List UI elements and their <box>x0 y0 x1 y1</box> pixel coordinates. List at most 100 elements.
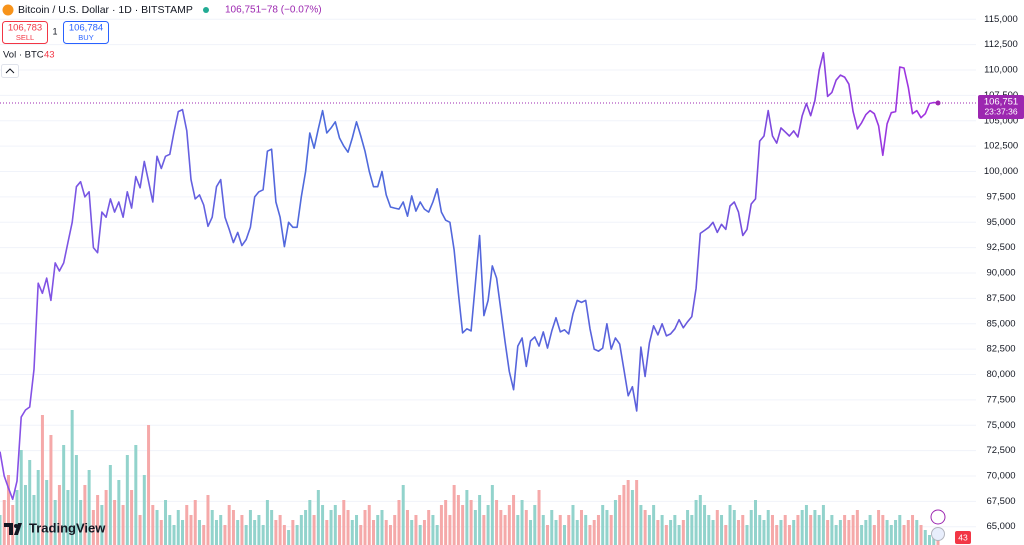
volume-bar <box>579 510 583 545</box>
volume-bar <box>142 475 146 545</box>
flag-icon[interactable] <box>931 527 945 541</box>
volume-bar <box>864 520 868 545</box>
volume-bar <box>96 495 100 545</box>
volume-bar <box>91 510 95 545</box>
y-tick-label: 97,500 <box>986 191 1015 202</box>
volume-bar <box>562 525 566 545</box>
volume-bar <box>53 500 57 545</box>
volume-bar <box>287 530 291 545</box>
sell-button[interactable] <box>2 21 48 44</box>
volume-bar <box>49 435 53 545</box>
volume-bar <box>338 515 342 545</box>
y-tick-label: 102,500 <box>984 141 1018 152</box>
alert-icon[interactable] <box>930 509 946 525</box>
volume-bar <box>168 515 172 545</box>
volume-bar <box>231 510 235 545</box>
volume-bar <box>703 505 707 545</box>
volume-bar <box>813 510 817 545</box>
volume-bar <box>758 515 762 545</box>
volume-bar <box>299 515 303 545</box>
volume-bar <box>592 520 596 545</box>
volume-bar <box>236 520 240 545</box>
volume-bar <box>45 480 49 545</box>
volume-bar <box>838 520 842 545</box>
buy-button[interactable] <box>63 21 109 44</box>
volume-bar <box>316 490 320 545</box>
volume-bar <box>193 500 197 545</box>
volume-bar <box>503 515 507 545</box>
volume-bar <box>596 515 600 545</box>
volume-bar <box>240 515 244 545</box>
logo-dot <box>14 524 18 528</box>
volume-bar <box>686 510 690 545</box>
spread: 1 <box>52 26 57 36</box>
y-tick-label: 70,000 <box>986 471 1015 482</box>
y-tick-label: 67,500 <box>986 496 1015 507</box>
volume-bar <box>40 415 44 545</box>
volume-bar <box>461 505 465 545</box>
volume-bar <box>694 500 698 545</box>
price-badge-countdown: 23:37:36 <box>984 106 1017 116</box>
y-tick-label: 115,000 <box>984 14 1018 25</box>
volume-bar <box>465 490 469 545</box>
volume-bar <box>533 505 537 545</box>
volume-bar <box>439 505 443 545</box>
volume-bar <box>372 520 376 545</box>
volume-bar <box>766 510 770 545</box>
volume-bar <box>0 515 2 545</box>
volume-bar <box>656 520 660 545</box>
volume-bar <box>405 510 409 545</box>
collapse-button[interactable] <box>1 64 19 78</box>
volume-bar <box>333 505 337 545</box>
buy-price: 106,784 <box>69 23 103 34</box>
volume-bar <box>601 505 605 545</box>
volume-bar <box>635 480 639 545</box>
volume-bar <box>74 455 78 545</box>
volume-bar <box>138 515 142 545</box>
y-tick-label: 105,000 <box>984 115 1018 126</box>
volume-bar <box>342 500 346 545</box>
volume-bar <box>830 515 834 545</box>
price-line <box>0 52 939 501</box>
volume-bar <box>350 520 354 545</box>
volume-bar <box>219 515 223 545</box>
y-tick-label: 95,000 <box>986 217 1015 228</box>
volume-bar <box>677 525 681 545</box>
volume-bar <box>189 515 193 545</box>
volume-bar <box>669 520 673 545</box>
volume-bar <box>210 510 214 545</box>
volume-bar <box>270 510 274 545</box>
volume-bar <box>516 515 520 545</box>
status-dot <box>203 7 209 13</box>
volume-bar <box>898 515 902 545</box>
volume-bar <box>248 510 252 545</box>
volume-bar <box>915 520 919 545</box>
volume-bar <box>121 505 125 545</box>
btc-icon <box>2 4 14 16</box>
last-point <box>935 100 941 106</box>
y-tick-label: 80,000 <box>986 369 1015 380</box>
volume-bar <box>804 505 808 545</box>
volume-bar <box>690 515 694 545</box>
symbol[interactable]: Bitcoin / U.S. Dollar · 1D · BITSTAMP <box>18 4 193 16</box>
volume-bar <box>809 515 813 545</box>
volume-bar <box>206 495 210 545</box>
volume-bar <box>304 510 308 545</box>
volume-bar <box>147 425 151 545</box>
volume-bar <box>894 520 898 545</box>
volume-bar <box>800 510 804 545</box>
volume-bar <box>902 525 906 545</box>
volume-bar <box>855 510 859 545</box>
volume-bar <box>62 445 66 545</box>
volume-bar <box>490 485 494 545</box>
volume-bar <box>282 525 286 545</box>
header-change: −78 (−0.07%) <box>261 5 322 16</box>
volume-bar <box>117 480 121 545</box>
y-tick-label: 65,000 <box>986 521 1015 532</box>
vol-label: Vol · BTC <box>3 50 44 61</box>
y-tick-label: 100,000 <box>984 166 1018 177</box>
price-badge-value: 106,751 <box>984 97 1018 108</box>
volume-bar <box>2 500 6 545</box>
volume-bar <box>613 500 617 545</box>
volume-bar <box>728 505 732 545</box>
